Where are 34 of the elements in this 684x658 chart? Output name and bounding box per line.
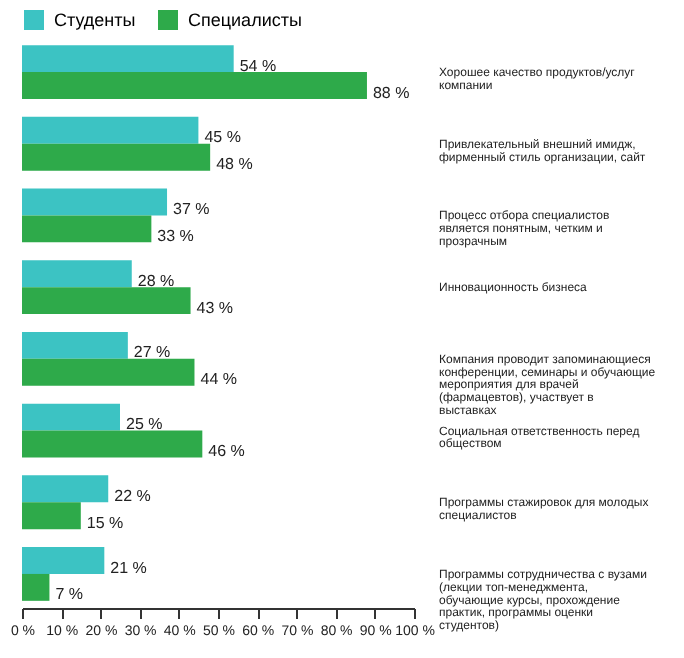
data-label: 88 % xyxy=(372,83,410,102)
bar xyxy=(22,215,152,243)
bar xyxy=(22,502,81,530)
data-label: 21 % xyxy=(110,558,147,577)
bar xyxy=(22,573,50,601)
bar xyxy=(22,188,168,216)
data-label: 27 % xyxy=(133,343,171,362)
bar xyxy=(22,260,132,288)
data-label: 22 % xyxy=(114,486,151,505)
bar xyxy=(22,45,234,73)
data-label: 45 % xyxy=(204,128,241,147)
bar xyxy=(22,287,191,315)
legend-label: Специалисты xyxy=(188,10,302,30)
data-label: 44 % xyxy=(200,370,237,389)
data-label: 28 % xyxy=(137,271,175,290)
bar xyxy=(22,430,203,458)
legend-label: Студенты xyxy=(54,10,136,30)
data-label: 43 % xyxy=(196,298,234,317)
bar xyxy=(22,358,195,386)
data-label: 37 % xyxy=(173,200,210,219)
data-label: 54 % xyxy=(239,56,277,75)
bar xyxy=(22,547,105,574)
data-label: 33 % xyxy=(157,226,194,245)
data-label: 25 % xyxy=(126,415,163,434)
bar xyxy=(22,72,367,99)
data-label: 7 % xyxy=(55,585,84,604)
data-label: 48 % xyxy=(216,155,253,174)
data-label: 46 % xyxy=(208,441,245,460)
bar xyxy=(22,475,109,503)
bar xyxy=(22,143,211,171)
bar xyxy=(22,403,120,431)
bar xyxy=(22,116,199,144)
bar xyxy=(22,331,128,359)
data-label: 15 % xyxy=(86,513,124,532)
